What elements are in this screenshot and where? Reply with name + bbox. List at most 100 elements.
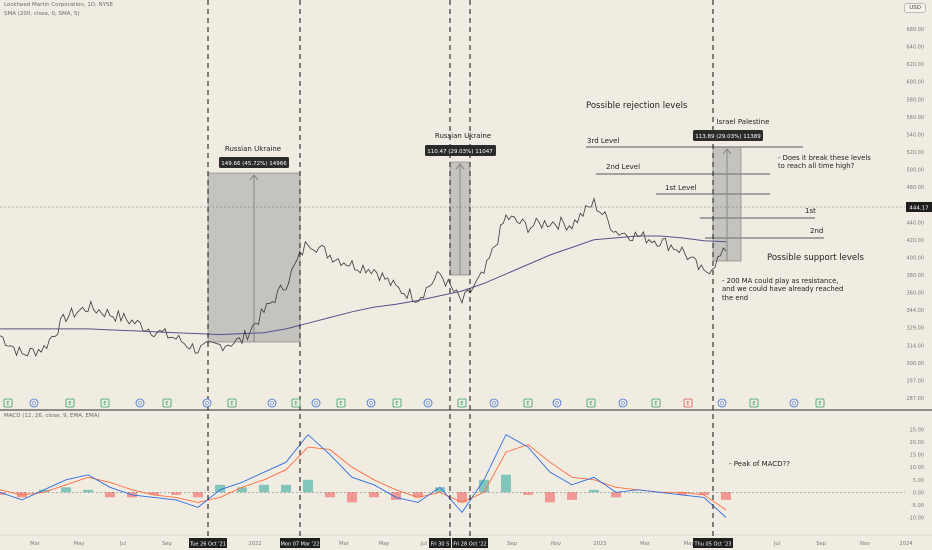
- dividend-event-icon[interactable]: D: [618, 398, 628, 408]
- price-tick-label: 520.00: [907, 150, 925, 156]
- dividend-event-icon[interactable]: D: [267, 398, 277, 408]
- earnings-event-icon[interactable]: E: [162, 398, 172, 408]
- currency-button[interactable]: USD: [904, 3, 926, 13]
- svg-text:D: D: [138, 401, 142, 407]
- price-tick-label: 580.00: [907, 97, 925, 103]
- time-tick-label: May: [684, 541, 695, 547]
- svg-text:D: D: [720, 401, 724, 407]
- earnings-event-icon[interactable]: E: [227, 398, 237, 408]
- earnings-event-icon[interactable]: E: [815, 398, 825, 408]
- macd-tick-label: 5.00: [913, 478, 924, 484]
- time-tick-label: Nov: [551, 541, 561, 547]
- price-tick-label: 360.00: [907, 291, 925, 297]
- time-tick-label: Mar: [30, 541, 41, 547]
- macd-histogram-bar: [501, 474, 511, 493]
- stat-badge-1: [219, 157, 289, 168]
- macd-histogram-bar: [61, 487, 71, 493]
- time-marker-label: Mon 07 Mar '22: [281, 541, 320, 547]
- svg-text:D: D: [32, 401, 36, 407]
- price-tick-label: 620.00: [907, 62, 925, 68]
- time-marker-label: Thu 05 Oct '23: [694, 541, 732, 547]
- earnings-event-icon[interactable]: E: [683, 398, 693, 408]
- svg-text:E: E: [460, 401, 463, 407]
- macd-histogram-bar: [171, 492, 181, 495]
- macd-histogram-bar: [369, 492, 379, 498]
- dividend-event-icon[interactable]: D: [552, 398, 562, 408]
- level1-label: 1st Level: [665, 184, 697, 192]
- macd-histogram-bar: [611, 492, 621, 498]
- stat-label-1: 149.66 (45.72%) 14966: [221, 161, 287, 167]
- macd-histogram-bar: [677, 492, 687, 495]
- svg-text:E: E: [230, 401, 233, 407]
- price-tick-label: 344.00: [907, 308, 925, 314]
- svg-text:D: D: [792, 401, 796, 407]
- macd-line: [0, 433, 727, 518]
- earnings-event-icon[interactable]: E: [3, 398, 13, 408]
- support-title: Possible support levels: [767, 253, 864, 263]
- price-tick-label: 314.00: [907, 343, 925, 349]
- time-tick-label: Jul: [420, 541, 427, 547]
- price-tick-label: 440.00: [907, 220, 925, 226]
- symbol-title: Lockheed Martin Corporation, 1D, NYSE: [4, 2, 113, 8]
- macd-histogram-bar: [479, 479, 489, 493]
- dividend-event-icon[interactable]: D: [29, 398, 39, 408]
- box1-title: Russian Ukraine: [225, 145, 281, 153]
- note-ma: - 200 MA could play as resistance, and w…: [722, 277, 844, 302]
- earnings-event-icon[interactable]: E: [291, 398, 301, 408]
- macd-histogram-bar: [589, 489, 599, 493]
- macd-histogram-bar: [721, 492, 731, 500]
- svg-text:E: E: [526, 401, 529, 407]
- macd-histogram-bar: [39, 489, 49, 493]
- macd-tick-label: 20.00: [910, 440, 924, 446]
- sma-series-line: [0, 235, 727, 336]
- price-tick-label: 480.00: [907, 185, 925, 191]
- dividend-event-icon[interactable]: D: [789, 398, 799, 408]
- price-tick-label: 680.00: [907, 27, 925, 33]
- earnings-event-icon[interactable]: E: [336, 398, 346, 408]
- dividend-event-icon[interactable]: D: [202, 398, 212, 408]
- level2-label: 2nd Level: [606, 163, 640, 171]
- price-tick-label: 540.00: [907, 132, 925, 138]
- last-price-label: 444.17: [909, 206, 929, 212]
- measure-arrowhead-2: [455, 163, 465, 170]
- earnings-event-icon[interactable]: E: [586, 398, 596, 408]
- macd-histogram-bar: [545, 492, 555, 503]
- svg-text:E: E: [589, 401, 592, 407]
- support2-label: 2nd: [810, 227, 823, 235]
- macd-histogram-bar: [303, 479, 313, 493]
- earnings-event-icon[interactable]: E: [100, 398, 110, 408]
- earnings-event-icon[interactable]: E: [457, 398, 467, 408]
- note-ma-box: - 200 MA could play as resistance, and w…: [722, 277, 844, 302]
- stat-label-2: 110.47 (29.03%) 11047: [427, 149, 493, 155]
- measure-arrowhead-3: [722, 148, 732, 155]
- dividend-event-icon[interactable]: D: [717, 398, 727, 408]
- time-marker-label: Tue 26 Oct '21: [189, 541, 226, 547]
- macd-tick-label: -10.00: [908, 515, 924, 521]
- dividend-event-icon[interactable]: D: [366, 398, 376, 408]
- earnings-event-icon[interactable]: E: [65, 398, 75, 408]
- note-break-box: - Does it break these levels to reach al…: [778, 154, 871, 170]
- earnings-event-icon[interactable]: E: [392, 398, 402, 408]
- svg-text:E: E: [103, 401, 106, 407]
- time-tick-label: Jul: [773, 541, 780, 547]
- macd-histogram-bar: [699, 492, 709, 495]
- macd-histogram-bar: [281, 484, 291, 493]
- price-tick-label: 297.00: [907, 378, 925, 384]
- svg-text:D: D: [205, 401, 209, 407]
- dividend-event-icon[interactable]: D: [489, 398, 499, 408]
- earnings-event-icon[interactable]: E: [651, 398, 661, 408]
- dividend-event-icon[interactable]: D: [311, 398, 321, 408]
- time-tick-label: Sep: [162, 541, 172, 547]
- macd-histogram-bar: [347, 492, 357, 503]
- earnings-event-icon[interactable]: E: [749, 398, 759, 408]
- dividend-event-icon[interactable]: D: [135, 398, 145, 408]
- time-tick-label: Mar: [339, 541, 350, 547]
- dividend-event-icon[interactable]: D: [423, 398, 433, 408]
- box3-title: Israel Palestine: [717, 118, 770, 126]
- rejection-title: Possible rejection levels: [586, 101, 688, 111]
- time-marker-label: Fri 30 S: [431, 541, 450, 547]
- macd-tick-label: -5.00: [911, 503, 924, 509]
- earnings-event-icon[interactable]: E: [523, 398, 533, 408]
- time-tick-label: Sep: [507, 541, 517, 547]
